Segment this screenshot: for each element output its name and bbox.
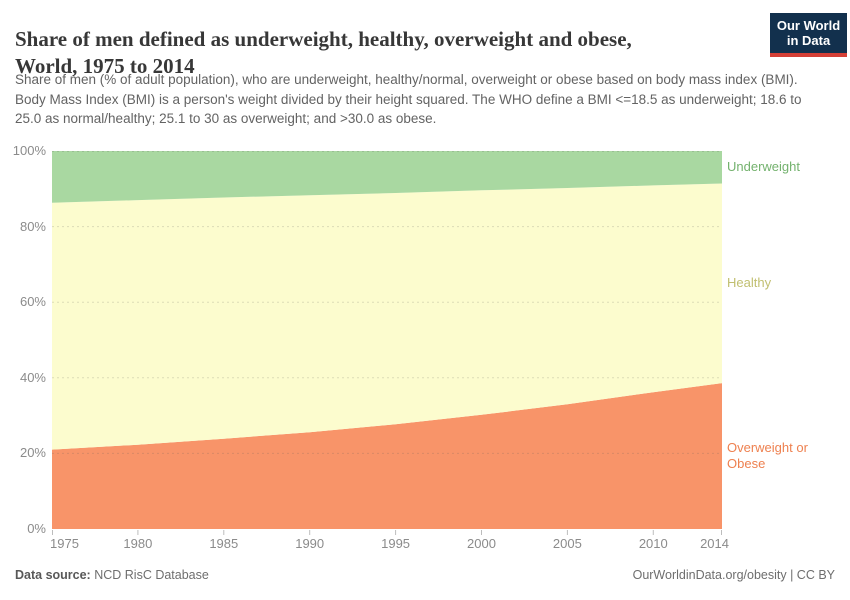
data-source-value: NCD RisC Database [90,568,209,582]
series-label-overweight-or-obese: Overweight or Obese [727,440,808,472]
chart-title: Share of men defined as underweight, hea… [15,26,760,80]
chart-title-line2: World, 1975 to 2014 [15,54,195,79]
y-axis-label-40: 40% [19,369,46,385]
owid-logo-accent-bar [770,53,847,57]
y-axis-label-100: 100% [12,143,46,158]
series-label-healthy: Healthy [727,275,772,291]
owid-logo-line2: in Data [786,33,831,48]
y-axis-label-80: 80% [19,218,46,234]
area-overweight-or-obese[interactable] [52,383,722,529]
x-axis-label-2014: 2014 [700,536,729,551]
x-axis-label-2000: 2000 [467,536,496,551]
x-axis-label-1995: 1995 [381,536,411,551]
chart-subtitle: Share of men (% of adult population), wh… [15,72,802,126]
x-axis-label-2005: 2005 [552,536,582,551]
x-axis-label-1985: 1985 [209,536,239,551]
x-axis-label-1990: 1990 [295,536,325,551]
stacked-area-plot [52,151,722,535]
series-label-underweight: Underweight [727,159,800,175]
credit-link[interactable]: OurWorldinData.org/obesity | CC BY [632,568,835,582]
area-healthy[interactable] [52,183,722,450]
data-source-note: Data source: NCD RisC Database [15,568,209,582]
x-axis-label-1980: 1980 [123,536,153,551]
owid-logo-line1: Our World [776,18,841,33]
y-axis-label-20: 20% [19,445,46,461]
y-axis-label-60: 60% [19,294,46,310]
y-axis-label-0: 0% [27,521,46,536]
x-axis-label-2010: 2010 [638,536,668,551]
x-axis-label-1975: 1975 [50,536,79,551]
chart-title-line1: Share of men defined as underweight, hea… [15,27,632,52]
area-underweight[interactable] [52,151,722,203]
owid-logo[interactable]: Our World in Data [770,13,847,57]
data-source-label: Data source: [15,568,91,582]
